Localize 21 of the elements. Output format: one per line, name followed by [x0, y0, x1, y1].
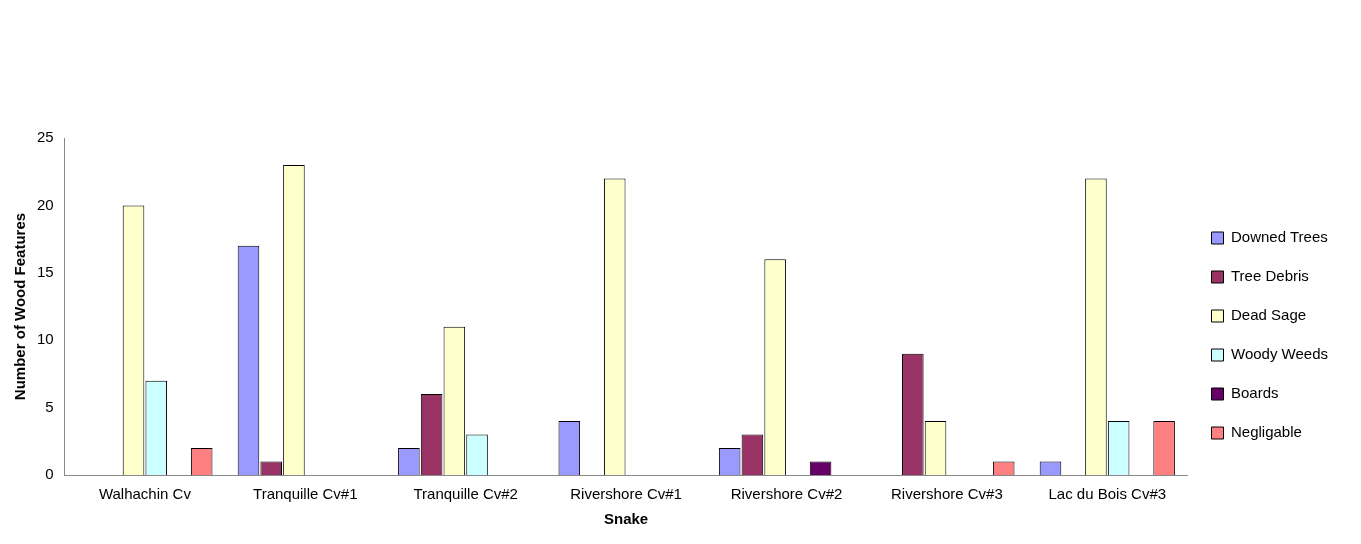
x-tick-label: Rivershore Cv#2 [730, 485, 843, 503]
y-tick-label: 0 [45, 465, 54, 483]
legend-label: Negligable [1231, 423, 1302, 441]
x-tick-label: Lac du Bois Cv#3 [1048, 485, 1167, 503]
legend-label: Woody Weeds [1231, 345, 1329, 363]
x-tick-label: Tranquille Cv#1 [253, 485, 358, 503]
x-tick-label: Rivershore Cv#3 [891, 485, 1003, 503]
y-axis-title: Number of Wood Features [11, 212, 29, 401]
x-tick-label: Walhachin Cv [98, 485, 192, 503]
x-tick-label: Rivershore Cv#1 [570, 485, 682, 503]
y-tick-label: 25 [37, 128, 54, 146]
y-tick-label: 10 [37, 330, 54, 348]
y-tick-label: 20 [37, 195, 54, 213]
legend-label: Boards [1231, 384, 1279, 402]
legend-label: Downed Trees [1231, 228, 1328, 246]
x-axis-title: Snake [603, 510, 649, 528]
x-tick-label: Tranquille Cv#2 [413, 485, 518, 503]
legend-label: Tree Debris [1231, 267, 1309, 285]
y-tick-label: 15 [37, 262, 54, 280]
y-tick-label: 5 [45, 397, 54, 415]
legend-label: Dead Sage [1231, 306, 1307, 324]
